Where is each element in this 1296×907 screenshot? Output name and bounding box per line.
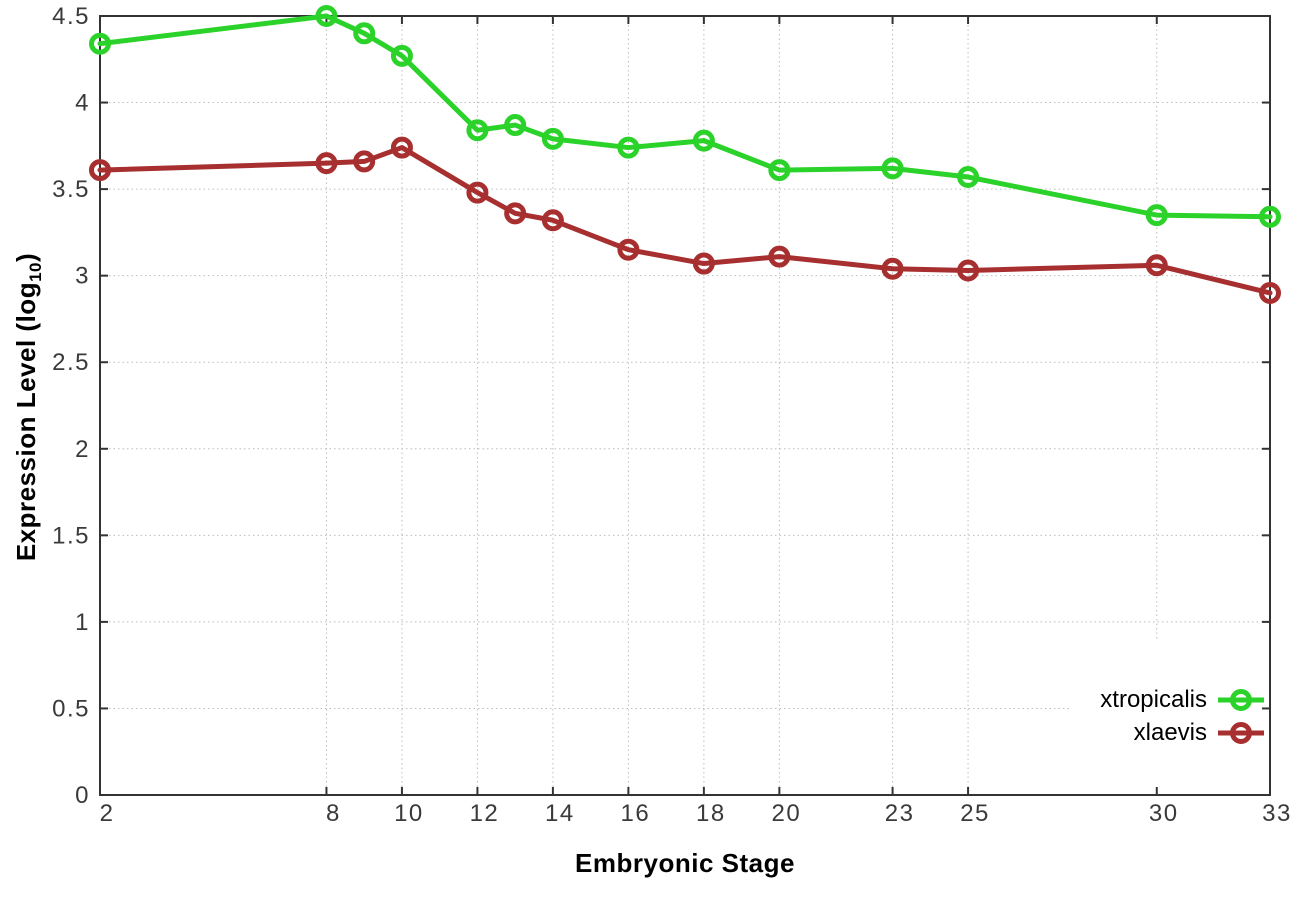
marker-xtropicalis-stage-33 (1259, 205, 1281, 228)
marker-xlaevis-stage-12 (466, 181, 489, 204)
marker-xlaevis-stage-16 (617, 238, 640, 261)
marker-xtropicalis-stage-12 (466, 119, 489, 142)
marker-xlaevis-stage-33 (1259, 281, 1281, 304)
marker-xtropicalis-stage-10 (390, 44, 413, 67)
y-tick-label-4.5: 4.5 (52, 3, 90, 30)
x-tick-label-2: 2 (100, 800, 115, 827)
x-axis-title: Embryonic Stage (575, 848, 795, 878)
legend-item-xlaevis: xlaevis (1100, 716, 1266, 749)
y-tick-label-4: 4 (75, 90, 90, 117)
marker-xtropicalis-stage-8 (315, 5, 338, 27)
y-tick-label-1: 1 (75, 609, 90, 636)
marker-xlaevis-stage-8 (315, 152, 338, 175)
marker-xtropicalis-stage-25 (957, 165, 980, 188)
x-tick-label-16: 16 (621, 800, 651, 827)
marker-xlaevis-stage-30 (1145, 254, 1168, 277)
marker-xtropicalis-stage-2 (89, 32, 111, 55)
x-tick-label-14: 14 (545, 800, 575, 827)
y-tick-label-2: 2 (75, 436, 90, 463)
marker-xtropicalis-stage-18 (692, 129, 715, 152)
marker-xlaevis-stage-20 (768, 245, 791, 268)
xtropicalis-line-marker-icon (1218, 688, 1264, 711)
y-axis-title-text: Expression Level (log (11, 281, 41, 562)
marker-xlaevis-stage-13 (504, 202, 527, 225)
y-tick-label-0: 0 (75, 782, 90, 809)
marker-xlaevis-stage-2 (89, 159, 111, 182)
plot-border (99, 15, 1271, 796)
y-tick-label-0.5: 0.5 (52, 695, 90, 722)
x-tick-label-20: 20 (772, 800, 802, 827)
x-tick-label-30: 30 (1149, 800, 1179, 827)
y-tick-label-3: 3 (75, 263, 90, 290)
series-line-xtropicalis (97, 13, 1273, 220)
y-tick-label-3.5: 3.5 (52, 176, 90, 203)
marker-xtropicalis-stage-9 (353, 22, 376, 45)
series-line-xlaevis (97, 145, 1273, 296)
marker-xlaevis-stage-23 (881, 257, 904, 280)
x-tick-label-10: 10 (394, 800, 424, 827)
marker-xlaevis-stage-25 (957, 259, 980, 282)
xlaevis-line-marker-icon (1218, 721, 1264, 744)
x-tick-label-12: 12 (470, 800, 500, 827)
x-tick-label-8: 8 (326, 800, 341, 827)
y-tick-label-2.5: 2.5 (52, 349, 90, 376)
marker-xtropicalis-stage-20 (768, 159, 791, 182)
marker-xlaevis-stage-10 (390, 136, 413, 159)
x-tick-label-23: 23 (885, 800, 915, 827)
marker-xlaevis-stage-9 (353, 150, 376, 173)
x-tick-label-25: 25 (960, 800, 990, 827)
marker-xlaevis-stage-14 (541, 209, 564, 232)
marker-xtropicalis-stage-30 (1145, 204, 1168, 227)
legend-item-xtropicalis: xtropicalis (1100, 683, 1266, 716)
marker-xtropicalis-stage-23 (881, 157, 904, 180)
marker-xtropicalis-stage-14 (541, 127, 564, 150)
y-axis-title-subscript: 10 (26, 262, 46, 282)
marker-xtropicalis-stage-16 (617, 136, 640, 159)
x-tick-label-18: 18 (696, 800, 726, 827)
x-tick-label-33: 33 (1262, 800, 1292, 827)
marker-xlaevis-stage-18 (692, 252, 715, 275)
y-axis-title: Expression Level (log10) (8, 127, 46, 687)
legend: xtropicalis xlaevis (1100, 683, 1266, 749)
legend-label-xtropicalis: xtropicalis (1100, 685, 1207, 713)
legend-label-xlaevis: xlaevis (1133, 718, 1207, 746)
y-tick-label-1.5: 1.5 (52, 522, 90, 549)
y-axis-title-close: ) (11, 252, 41, 262)
marker-xtropicalis-stage-13 (504, 114, 527, 137)
